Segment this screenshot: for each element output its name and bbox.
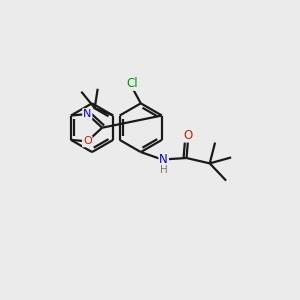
- Text: O: O: [83, 136, 92, 146]
- Text: H: H: [160, 165, 167, 175]
- Text: N: N: [159, 153, 168, 166]
- Text: Cl: Cl: [126, 77, 138, 90]
- Text: O: O: [183, 129, 193, 142]
- Text: N: N: [83, 109, 92, 119]
